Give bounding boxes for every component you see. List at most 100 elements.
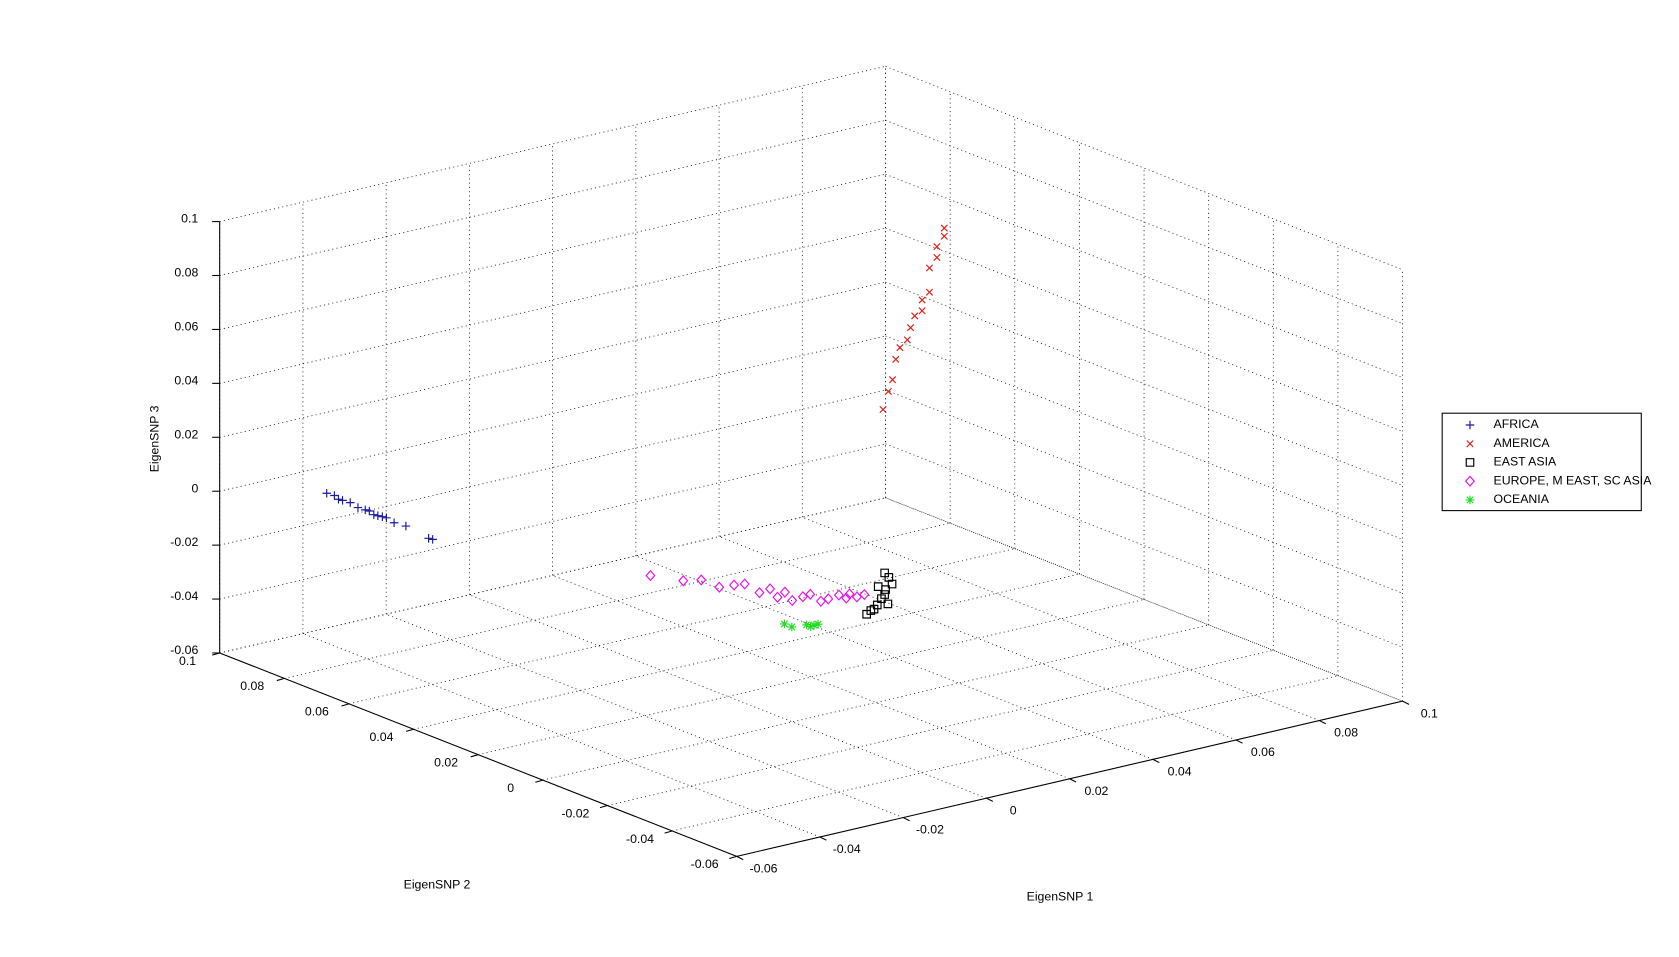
z-tick-label: -0.04 [170,589,198,603]
grid-line [284,522,951,679]
data-points [322,224,948,632]
y-tick-label: 0.04 [370,730,394,744]
y-tick-label: 0.1 [179,654,196,668]
point [334,494,343,504]
point [696,574,707,586]
point [884,573,894,582]
y-tick-label: -0.04 [626,832,654,846]
point [906,324,915,332]
y-tick [599,805,608,809]
grid-line [219,66,886,222]
x-tick-label: -0.06 [749,861,777,875]
series [862,568,897,619]
legend-label: AFRICA [1494,417,1540,431]
legend-label: OCEANIA [1494,492,1550,506]
point [918,296,926,304]
grid-line [885,335,1403,540]
z-tick-label: 0.04 [174,373,198,387]
point [925,288,934,296]
point [802,620,811,630]
point [779,586,790,598]
y-tick [729,855,737,860]
z-tick-label: 0.08 [174,266,198,280]
y-tick [405,728,414,732]
point [925,264,934,272]
point [805,588,816,601]
point [401,521,411,531]
legend-marker [1464,475,1476,487]
y-tick-label: -0.02 [561,806,589,820]
x-tick-label: 0.02 [1084,784,1108,798]
grid-line [302,633,821,838]
z-tick-label: -0.06 [170,643,198,657]
grid-line [885,281,1403,486]
point [378,512,387,521]
point [883,599,893,609]
point [338,496,347,505]
point [815,595,826,607]
point [896,344,904,352]
grid-line [219,173,886,330]
point [739,578,750,590]
point [880,590,890,599]
z-tick-label: 0.1 [181,212,198,226]
grid-line [885,497,1403,702]
x-tick-label: 0 [1010,803,1017,817]
grid-line [219,335,886,492]
legend-marker [1465,495,1475,505]
point [869,604,879,614]
point [823,593,834,605]
grid-line [885,119,1403,325]
grid-line [219,497,886,654]
point [428,535,437,544]
point [360,505,370,515]
y-tick [276,677,285,682]
point [754,586,765,599]
z-axis-label: EigenSNP 3 [148,405,162,472]
point [866,606,876,615]
point [844,588,855,600]
point [888,376,897,384]
point [841,592,852,604]
grid-line [672,675,1339,832]
point [880,568,890,578]
grid-line [413,573,1080,730]
grid-line [348,548,1015,705]
point [851,591,863,603]
point [892,355,900,364]
point [903,336,911,344]
point [879,405,887,414]
x-tick [1152,758,1160,764]
point [787,622,797,632]
legend-label: AMERICA [1494,436,1551,450]
point [365,506,374,516]
x-tick [1402,700,1410,705]
point [787,594,798,607]
grid-line [219,281,886,438]
point [877,594,886,603]
x-tick-label: 0.1 [1421,706,1438,720]
legend-marker [1466,440,1474,448]
point [330,491,339,500]
x-tick [1069,778,1077,783]
x-tick-label: -0.02 [916,823,944,837]
series [645,569,870,607]
series [780,619,823,632]
point [728,579,740,591]
point [780,619,789,629]
y-tick-label: 0.08 [240,679,264,693]
grid-line [219,443,886,600]
z-tick-label: 0.06 [174,320,198,334]
point [382,513,391,523]
point [645,569,656,582]
grid-line [386,613,904,818]
legend-marker [1465,458,1475,467]
x-tick-label: 0.06 [1251,745,1275,759]
point [859,588,870,601]
legend: AFRICA AMERICA EAST ASIA EUROPE, M EAST, SC… [1441,412,1652,512]
y-tick [664,830,673,834]
legend-marker [1465,420,1475,430]
grid-line [552,575,1070,780]
point [772,591,783,603]
